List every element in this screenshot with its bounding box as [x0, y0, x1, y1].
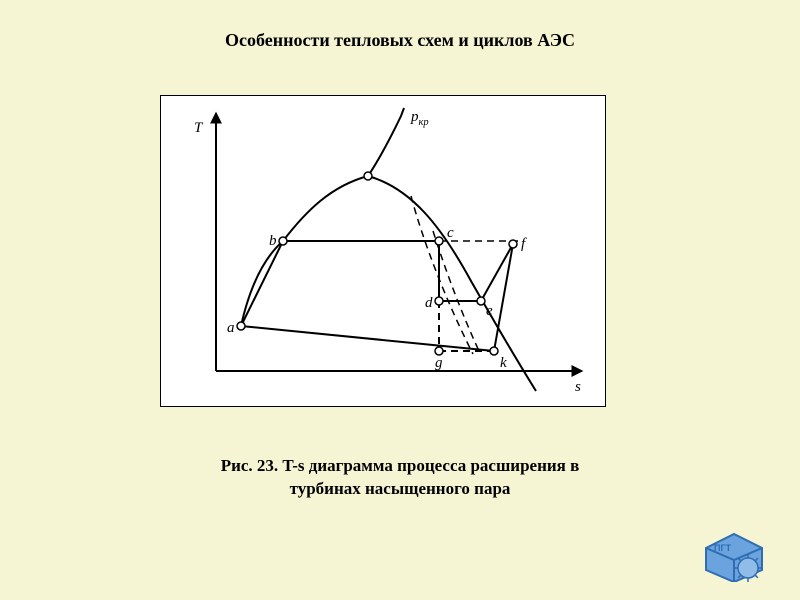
- svg-text:d: d: [425, 295, 433, 311]
- caption-prefix: Рис. 23.: [221, 456, 283, 475]
- figure-caption: Рис. 23. T-s диаграмма процесса расширен…: [0, 455, 800, 501]
- svg-text:T: T: [194, 120, 204, 136]
- ts-diagram: Ts a b c d e f g k pкр: [161, 96, 605, 406]
- caption-rest: диаграмма процесса расширения в: [304, 456, 579, 475]
- caption-line2: турбинах насыщенного пара: [290, 479, 511, 498]
- logo-icon: ПГТ: [700, 530, 770, 582]
- title-text: Особенности тепловых схем и циклов АЭС: [225, 30, 575, 50]
- svg-text:c: c: [447, 225, 454, 241]
- svg-text:ПГТ: ПГТ: [714, 543, 732, 553]
- svg-text:g: g: [435, 355, 443, 371]
- svg-text:a: a: [227, 320, 235, 336]
- svg-text:f: f: [521, 236, 527, 252]
- corner-logo: ПГТ: [700, 530, 770, 582]
- ts-diagram-frame: Ts a b c d e f g k pкр: [160, 95, 606, 407]
- svg-text:pкр: pкр: [410, 109, 429, 128]
- svg-text:e: e: [486, 303, 493, 319]
- svg-text:k: k: [500, 355, 507, 371]
- page-title: Особенности тепловых схем и циклов АЭС: [0, 30, 800, 51]
- caption-ts: T-s: [282, 456, 304, 475]
- svg-text:s: s: [575, 379, 581, 395]
- svg-text:b: b: [269, 233, 277, 249]
